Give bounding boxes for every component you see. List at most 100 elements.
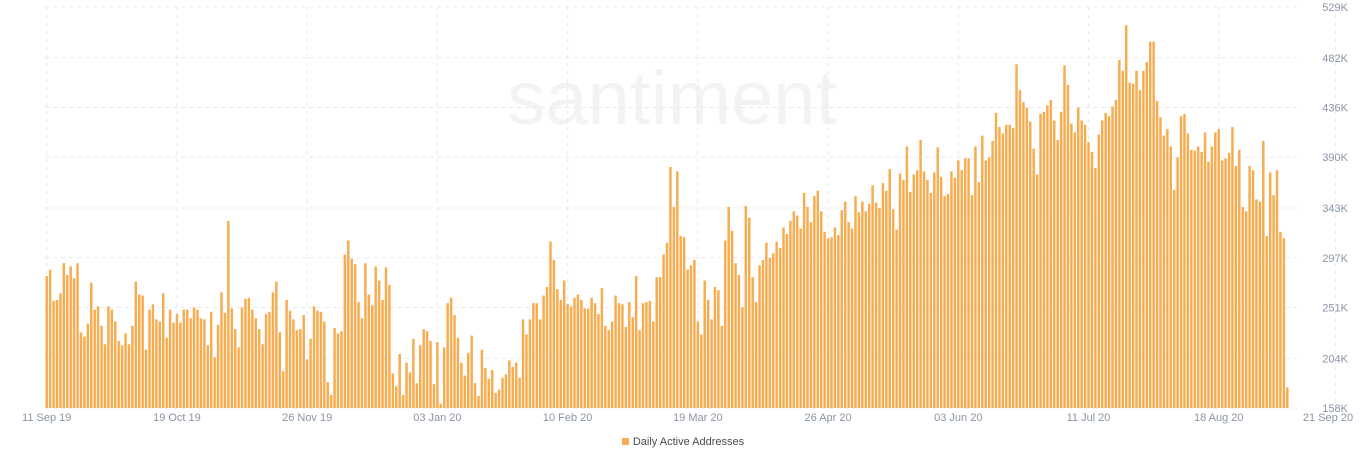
legend[interactable]: Daily Active Addresses — [0, 436, 1366, 448]
bar — [350, 258, 353, 408]
bar — [1090, 151, 1094, 408]
bar — [138, 294, 141, 408]
bar — [669, 166, 672, 408]
bar — [1190, 149, 1193, 409]
bar — [761, 259, 765, 408]
bar — [905, 146, 909, 408]
bar — [778, 248, 782, 408]
bar — [556, 289, 559, 408]
bar — [443, 347, 446, 408]
bar — [1220, 160, 1224, 408]
bar — [1118, 59, 1121, 409]
bar — [254, 318, 257, 408]
bar — [549, 241, 552, 408]
x-tick-label: 19 Mar 20 — [673, 412, 723, 424]
bar — [1207, 161, 1210, 408]
bar — [573, 297, 576, 408]
bar — [929, 192, 933, 408]
bar — [175, 313, 179, 408]
bar — [514, 362, 518, 408]
bar — [991, 141, 994, 408]
bar — [59, 293, 62, 408]
bar — [1104, 112, 1107, 409]
bar — [1210, 146, 1214, 408]
bar — [806, 206, 809, 408]
bar — [134, 281, 138, 408]
bar — [936, 147, 939, 408]
bar — [1159, 117, 1162, 408]
bar — [100, 325, 103, 408]
bar — [295, 330, 299, 408]
bar — [813, 196, 816, 408]
bar — [209, 311, 213, 408]
bar — [1186, 133, 1190, 408]
bar — [511, 366, 515, 408]
bar — [734, 263, 737, 408]
bar — [182, 309, 186, 408]
bar — [66, 275, 69, 408]
bar — [127, 344, 131, 408]
bar — [871, 185, 874, 408]
bar — [751, 277, 754, 408]
bar — [316, 310, 319, 408]
bar — [682, 237, 686, 408]
bar — [336, 333, 340, 408]
bar — [179, 322, 182, 408]
x-tick-label: 10 Feb 20 — [543, 412, 593, 424]
bar — [1231, 126, 1234, 408]
bar — [484, 368, 487, 408]
bar — [494, 392, 497, 408]
watermark: santiment — [507, 56, 837, 141]
bar — [628, 302, 631, 408]
bar — [600, 288, 604, 408]
bar — [120, 345, 124, 408]
bar — [271, 292, 275, 408]
bar — [1268, 172, 1272, 408]
bar — [1214, 132, 1217, 408]
bar — [206, 345, 210, 408]
bar — [737, 275, 741, 408]
bar — [1200, 151, 1203, 408]
bar — [264, 313, 268, 408]
bar — [744, 205, 748, 408]
bar — [456, 337, 460, 408]
bar — [281, 371, 285, 408]
bar — [987, 157, 991, 408]
x-tick-label: 19 Oct 19 — [153, 412, 201, 424]
bar — [477, 396, 480, 408]
bar — [1083, 124, 1087, 408]
bar — [768, 257, 772, 408]
bar — [857, 212, 861, 408]
bar — [1046, 105, 1049, 409]
bar — [1193, 150, 1196, 408]
bar — [902, 179, 905, 408]
bar — [861, 201, 864, 408]
bar — [748, 217, 751, 408]
bar — [247, 297, 251, 408]
bar — [333, 328, 336, 408]
bar — [775, 241, 778, 408]
legend-swatch — [621, 437, 629, 445]
bar — [552, 259, 556, 408]
x-axis-ticks: 11 Sep 19 19 Oct 19 26 Nov 19 03 Jan 20 10 F… — [22, 412, 1353, 424]
bar — [319, 311, 323, 408]
bar — [155, 319, 158, 408]
bar — [1094, 168, 1097, 408]
bar — [1049, 99, 1053, 408]
bar — [717, 290, 720, 408]
bar — [586, 308, 590, 408]
bar — [1053, 120, 1056, 409]
bar — [302, 315, 305, 408]
y-tick-label: 204K — [1322, 353, 1348, 365]
bar — [1135, 70, 1138, 409]
bar — [299, 329, 302, 408]
bar — [1059, 111, 1063, 408]
bar — [501, 377, 504, 408]
bar — [1179, 116, 1183, 409]
bar — [76, 263, 79, 408]
bar — [754, 302, 758, 408]
bar — [874, 202, 878, 408]
bar — [1238, 149, 1241, 409]
bar — [268, 311, 271, 408]
bar — [1032, 148, 1035, 408]
